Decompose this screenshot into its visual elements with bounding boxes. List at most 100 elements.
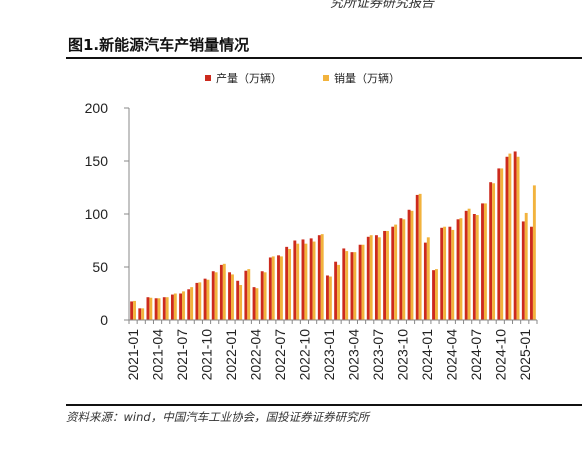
bar-sales (328, 276, 332, 320)
bar-production (513, 151, 517, 320)
bar-production (293, 240, 297, 320)
bar-sales (345, 251, 349, 320)
bar-sales (320, 234, 324, 320)
bar-sales (206, 279, 210, 320)
bar-production (301, 239, 305, 320)
bar-production (415, 194, 419, 320)
bar-sales (500, 168, 504, 320)
bar-production (399, 218, 403, 320)
bar-sales (337, 264, 340, 320)
bar-sales (296, 243, 300, 320)
legend-swatch (323, 75, 329, 81)
bar-production (244, 270, 248, 320)
bar-production (432, 270, 435, 320)
bar-production (489, 182, 493, 320)
bar-production (497, 168, 501, 320)
bar-production (456, 219, 460, 320)
bar-production (334, 261, 338, 320)
bar-production (170, 294, 174, 320)
bar-sales (369, 235, 373, 320)
bar-sales (516, 156, 520, 320)
bar-production (472, 214, 476, 320)
bar-sales (247, 269, 251, 320)
bar-sales (451, 229, 455, 320)
bar-production (268, 257, 272, 320)
bar-sales (443, 226, 447, 320)
bar-sales (459, 218, 463, 320)
bar-production (358, 244, 362, 320)
bar-sales (288, 248, 292, 320)
y-axis: 0 50 100 150 200 (85, 100, 130, 328)
bar-production (326, 275, 329, 320)
x-tick-label: 2021-01 (125, 329, 141, 381)
bar-production (530, 226, 533, 320)
x-tick-label: 2024-04 (443, 329, 459, 381)
y-tick-label: 150 (85, 153, 109, 169)
bar-production (391, 226, 395, 320)
bar-sales (426, 237, 430, 320)
legend-swatch (205, 75, 211, 81)
x-tick-label: 2023-01 (321, 329, 337, 381)
x-tick-label: 2021-07 (174, 329, 190, 381)
x-tick-label: 2023-04 (345, 329, 361, 381)
x-tick-label: 2022-01 (223, 329, 239, 381)
bar-production (505, 156, 509, 320)
bar-sales (279, 256, 283, 320)
y-tick-label: 200 (85, 100, 109, 116)
bar-production (219, 264, 223, 320)
bar-sales (361, 244, 365, 320)
source-rule (66, 404, 582, 406)
bar-sales (377, 237, 381, 320)
bar-production (195, 282, 199, 320)
bar-production (350, 252, 354, 320)
x-tick-label: 2021-04 (150, 329, 166, 381)
bar-production (423, 242, 427, 320)
bar-sales (271, 256, 275, 320)
bar-production (342, 248, 346, 320)
x-tick-label: 2022-04 (248, 329, 264, 381)
x-tick-label: 2021-10 (199, 329, 215, 381)
bar-sales (467, 208, 471, 320)
figure-title: 图1.新能源汽车产销量情况 (68, 36, 250, 54)
x-axis: 2021-01 2021-04 2021-07 2021-10 2022-01 2022-… (125, 319, 538, 381)
bar-production (187, 289, 191, 320)
bar-sales (402, 219, 406, 320)
bar-sales (190, 287, 194, 320)
bar-sales (222, 263, 226, 320)
bar-sales (198, 282, 202, 320)
bar-sales (386, 230, 389, 320)
bar-sales (508, 153, 512, 320)
bar-production (162, 297, 166, 320)
x-tick-label: 2023-10 (394, 329, 410, 381)
bar-sales (141, 308, 145, 320)
x-tick-label: 2024-01 (419, 329, 435, 381)
bar-production (252, 287, 256, 320)
x-tick-label: 2025-01 (517, 329, 533, 381)
bar-sales (173, 293, 177, 320)
bar-sales (475, 215, 479, 320)
bar-sales (149, 297, 153, 320)
bar-production (260, 271, 264, 320)
bar-sales (239, 285, 243, 320)
bar-production (228, 272, 231, 320)
bar-sales (410, 210, 414, 320)
bar-production (366, 236, 370, 320)
legend: 产量（万辆） 销量（万辆） (205, 71, 400, 85)
bar-production (130, 301, 134, 320)
bar-production (440, 227, 444, 320)
bar-sales (231, 274, 234, 320)
bar-sales (214, 272, 218, 320)
source-note: 资料来源：wind，中国汽车工业协会，国投证券证券研究所 (66, 410, 370, 424)
title-rule (66, 57, 582, 59)
bar-sales (483, 203, 487, 320)
bar-sales (165, 297, 169, 320)
bar-production (464, 210, 468, 320)
bar-sales (532, 185, 536, 320)
bar-production (285, 246, 289, 320)
bar-sales (524, 212, 528, 320)
bar-sales (312, 241, 316, 320)
y-tick-label: 50 (92, 259, 108, 275)
bar-production (138, 308, 142, 320)
x-tick-label: 2022-07 (272, 329, 288, 381)
bar-production (154, 298, 158, 320)
